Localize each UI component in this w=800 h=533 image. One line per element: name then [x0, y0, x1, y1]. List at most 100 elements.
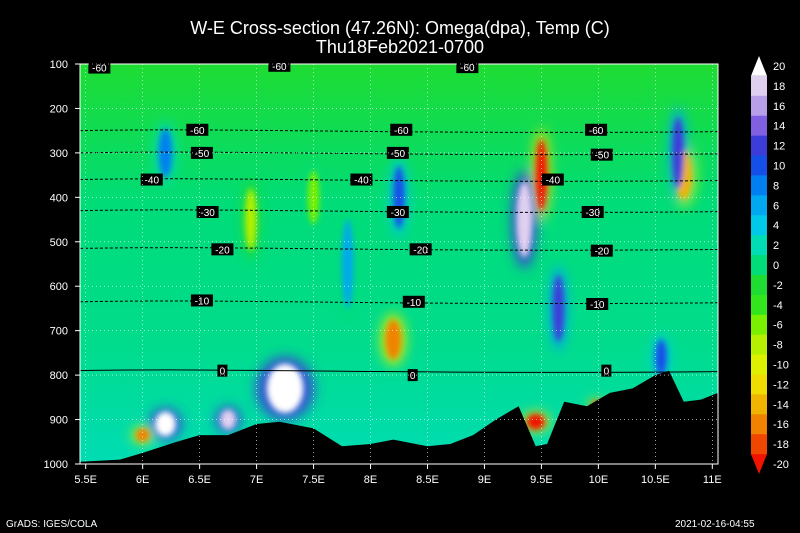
isotherm-label-bg-17: [590, 244, 613, 257]
isotherm-label-bg-7: [386, 146, 409, 159]
x-tick-label: 9E: [478, 474, 491, 486]
y-tick-label: 100: [50, 59, 68, 71]
colorbar-label: -18: [773, 439, 789, 451]
isotherm-label: -30: [200, 208, 215, 219]
isotherm--40: [80, 178, 718, 182]
colorbar-label: -16: [773, 419, 789, 431]
x-tick-label: 6E: [136, 474, 149, 486]
y-tick-label: 300: [50, 148, 68, 160]
colorbar-label: 14: [773, 121, 785, 133]
colorbar-label: 8: [773, 180, 779, 192]
x-tick-label: 6.5E: [188, 474, 211, 486]
isotherm-label: -60: [92, 64, 107, 75]
colorbar-cap-bottom: [751, 454, 767, 474]
isotherm-label: 0: [604, 367, 610, 378]
x-tick-label: 10E: [589, 474, 609, 486]
isotherm-label-bg-10: [350, 173, 373, 186]
chart-subtitle: Thu18Feb2021-0700: [315, 37, 485, 57]
colorbar-label: 12: [773, 141, 785, 153]
colorbar-label: 16: [773, 101, 785, 113]
colorbar-segment: [751, 374, 767, 395]
colorbar-segment: [751, 414, 767, 435]
colorbar-label: 20: [773, 61, 785, 73]
isotherm-label: -10: [590, 300, 605, 311]
omega-core-14: [655, 339, 667, 376]
isotherm-label-bg-0: [88, 61, 111, 74]
x-tick-label: 7.5E: [302, 474, 325, 486]
colorbar-label: -2: [773, 280, 783, 292]
terrain-mask: [80, 370, 718, 464]
colorbar-label: -4: [773, 300, 783, 312]
isotherm-label-bg-5: [585, 123, 608, 136]
isotherm-label: 0: [410, 371, 416, 382]
colorbar-segment: [751, 175, 767, 196]
colorbar-label: 18: [773, 81, 785, 93]
footer-timestamp: 2021-02-16-04:55: [675, 519, 755, 530]
isotherm-label: -50: [391, 149, 406, 160]
y-tick-label: 500: [50, 237, 68, 249]
x-tick-label: 8.5E: [416, 474, 439, 486]
isotherm-label-bg-20: [586, 298, 609, 310]
isotherm-label-bg-12: [196, 206, 219, 218]
omega-core-2: [385, 319, 402, 360]
isotherm-label-bg-18: [190, 294, 213, 307]
y-tick-label: 1000: [44, 459, 68, 471]
isotherm-label: -40: [145, 176, 160, 187]
isotherm-label: -60: [190, 126, 205, 137]
footer-credit: GrADS: IGES/COLA: [6, 519, 98, 530]
colorbar-label: -14: [773, 399, 789, 411]
omega-core-10: [552, 275, 565, 342]
colorbar-label: 4: [773, 220, 779, 232]
colorbar-segment: [751, 75, 767, 97]
omega-core-4: [135, 428, 150, 442]
isotherm-label: -60: [394, 126, 409, 137]
isotherm-label: -40: [546, 176, 561, 187]
x-tick-label: 9.5E: [530, 474, 553, 486]
colorbar-label: -10: [773, 360, 789, 372]
isotherm-label-bg-19: [402, 295, 425, 308]
isotherm-label: -20: [215, 245, 230, 256]
x-tick-label: 8E: [364, 474, 377, 486]
isotherm-label-bg-23: [601, 364, 612, 377]
isotherm-label: -40: [354, 176, 369, 187]
x-tick-label: 11E: [703, 474, 722, 486]
isotherm-label-bg-15: [211, 243, 234, 256]
isotherm-label: -60: [272, 62, 287, 73]
y-tick-label: 200: [50, 103, 68, 115]
omega-core-1: [526, 414, 545, 430]
isotherm-label-bg-16: [409, 243, 432, 256]
colorbar-segment: [751, 115, 767, 137]
isotherm-label-bg-9: [140, 173, 163, 186]
isotherm-label: 0: [220, 367, 226, 378]
colorbar-segment: [751, 434, 767, 455]
colorbar-segment: [751, 235, 767, 256]
colorbar-label: 0: [773, 260, 779, 272]
colorbar-segment: [751, 215, 767, 236]
isotherm-label: -10: [407, 298, 422, 309]
isotherm-label: -30: [585, 208, 600, 219]
y-tick-label: 700: [50, 326, 68, 338]
isotherm-label: -60: [589, 126, 604, 137]
x-tick-label: 10.5E: [641, 474, 670, 486]
omega-core-16: [245, 188, 257, 251]
colorbar-cap-top: [751, 56, 767, 76]
y-tick-label: 900: [50, 415, 68, 427]
colorbar-label: 2: [773, 240, 779, 252]
isotherm-label: -10: [195, 296, 210, 307]
colorbar-label: -12: [773, 379, 789, 391]
isotherm-label: -60: [460, 63, 475, 74]
colorbar-segment: [751, 255, 767, 276]
isotherm-label-bg-1: [268, 59, 291, 72]
colorbar-segment: [751, 294, 767, 316]
isotherm-label: -20: [413, 245, 428, 256]
isotherm-label-bg-3: [186, 123, 209, 136]
omega-core-15: [342, 219, 354, 309]
isotherm-label: -30: [391, 208, 406, 219]
colorbar-segment: [751, 155, 767, 176]
colorbar: 20181614121086420-2-4-6-8-10-12-14-16-18…: [751, 56, 789, 474]
colorbar-segment: [751, 394, 767, 415]
colorbar-segment: [751, 314, 767, 336]
omega-core-7: [155, 411, 176, 437]
colorbar-label: -6: [773, 320, 783, 332]
